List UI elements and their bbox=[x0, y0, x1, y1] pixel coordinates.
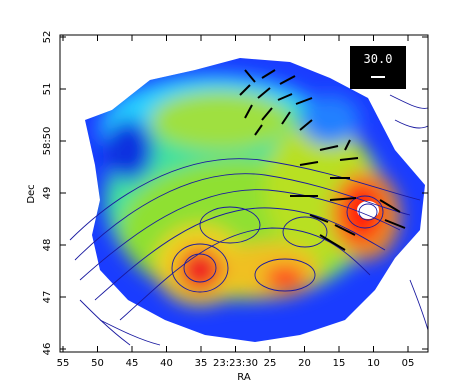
y-tick-label: 48 bbox=[42, 239, 53, 252]
x-tick-label: 05 bbox=[402, 358, 415, 369]
intensity-map bbox=[85, 58, 425, 342]
y-tick-label: 52 bbox=[42, 31, 53, 44]
y-tick-label: 46 bbox=[42, 343, 53, 356]
beam-box: 30.0 bbox=[350, 46, 406, 89]
x-tick-label: 15 bbox=[333, 358, 346, 369]
x-tick-label: 25 bbox=[264, 358, 277, 369]
x-tick-label: 55 bbox=[57, 358, 70, 369]
y-tick-label: 49 bbox=[42, 187, 53, 200]
x-axis-label: RA bbox=[237, 372, 251, 383]
x-tick-label: 10 bbox=[367, 358, 380, 369]
x-tick-label: 23:23:30 bbox=[213, 358, 258, 369]
y-tick-label: 47 bbox=[42, 291, 53, 304]
x-tick-label: 40 bbox=[160, 358, 173, 369]
y-tick-label: 51 bbox=[42, 83, 53, 96]
x-tick-label: 45 bbox=[126, 358, 139, 369]
contours bbox=[69, 94, 429, 346]
ticks: 55 50 45 40 35 23:23:30 25 20 15 10 05 52 51 58:50 49 4… bbox=[42, 31, 428, 369]
x-tick-label: 20 bbox=[298, 358, 311, 369]
beam-background bbox=[350, 46, 406, 89]
polarization-vectors bbox=[239, 69, 406, 251]
beam-label: 30.0 bbox=[364, 52, 393, 66]
x-tick-label: 35 bbox=[195, 358, 208, 369]
y-tick-label: 58:50 bbox=[42, 127, 53, 156]
y-axis-label: Dec bbox=[26, 184, 37, 203]
x-tick-label: 50 bbox=[91, 358, 104, 369]
